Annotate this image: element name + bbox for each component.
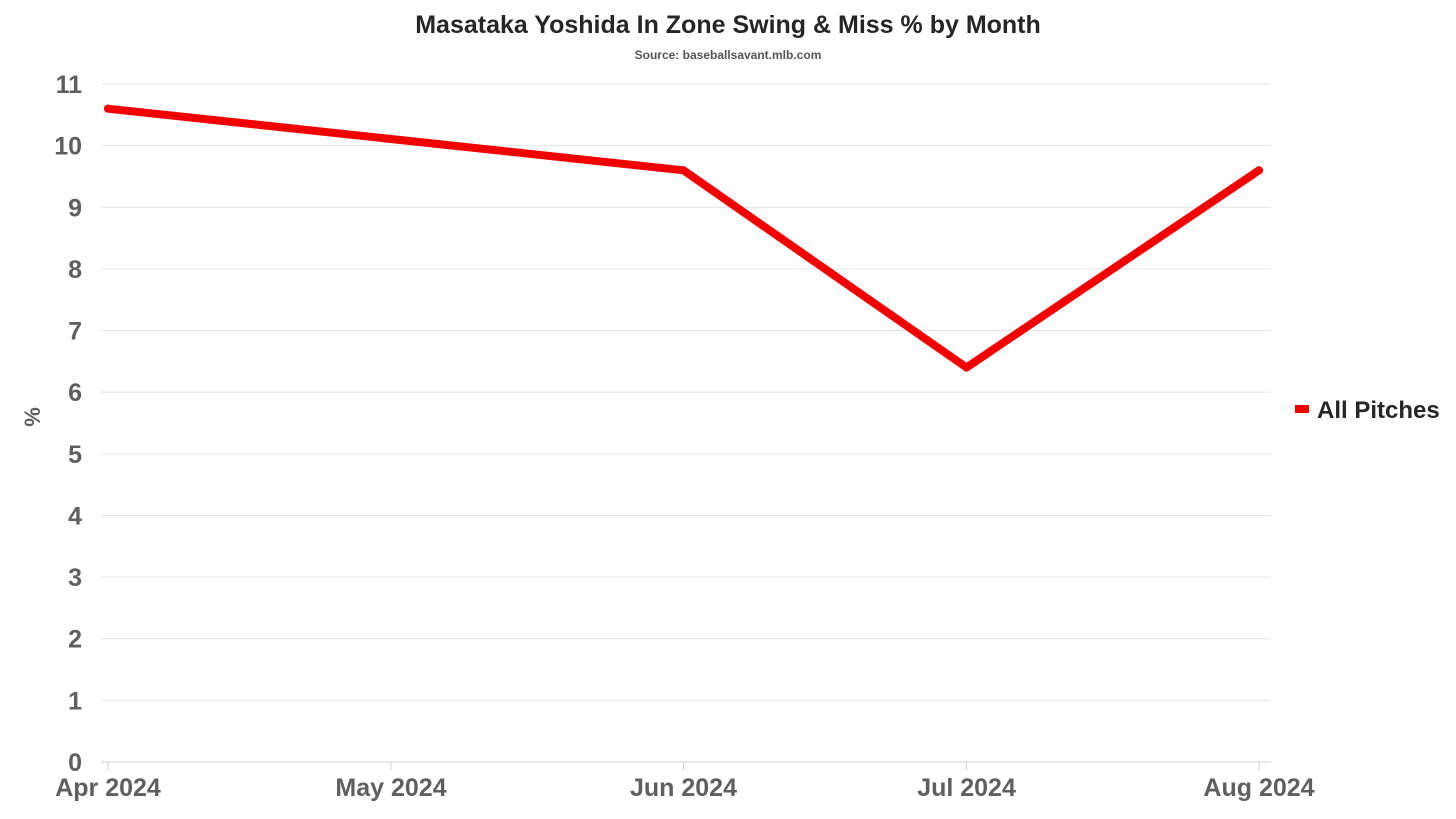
- legend: All Pitches: [1295, 397, 1440, 424]
- x-tick-labels: Apr 2024 May 2024 Jun 2024 Jul 2024 Aug 2024: [55, 774, 1314, 802]
- data-point: [962, 363, 971, 372]
- y-tick-label: 6: [68, 379, 82, 407]
- x-tick-label: Aug 2024: [1203, 774, 1314, 802]
- y-tick-label: 11: [56, 71, 83, 99]
- x-tick-label: May 2024: [335, 774, 446, 802]
- x-tick-label: Apr 2024: [55, 774, 161, 802]
- data-point: [679, 166, 688, 175]
- chart-subtitle: Source: baseballsavant.mlb.com: [635, 48, 822, 62]
- y-tick-label: 9: [68, 194, 82, 222]
- y-tick-label: 5: [68, 441, 82, 469]
- chart-title: Masataka Yoshida In Zone Swing & Miss % …: [415, 11, 1041, 39]
- series-lines: [104, 104, 1263, 372]
- y-tick-label: 8: [68, 256, 82, 284]
- x-tick-label: Jun 2024: [630, 774, 737, 802]
- y-tick-label: 3: [68, 564, 82, 592]
- y-tick-label: 1: [68, 687, 82, 715]
- grid-lines: [101, 83, 1271, 701]
- y-tick-label: 10: [54, 133, 82, 161]
- x-tick-label: Jul 2024: [917, 774, 1016, 802]
- y-tick-label: 7: [68, 318, 82, 346]
- legend-label: All Pitches: [1317, 397, 1440, 424]
- data-point: [104, 104, 112, 113]
- axes: [101, 761, 1271, 770]
- y-tick-labels: 0 1 2 3 4 5 6 7 8 9 10 11: [54, 71, 82, 777]
- y-tick-label: 2: [68, 626, 82, 654]
- y-axis-label: %: [20, 407, 45, 427]
- series-line: [104, 104, 1263, 372]
- data-point: [1255, 166, 1263, 175]
- y-tick-label: 0: [68, 749, 82, 777]
- y-tick-label: 4: [68, 502, 82, 530]
